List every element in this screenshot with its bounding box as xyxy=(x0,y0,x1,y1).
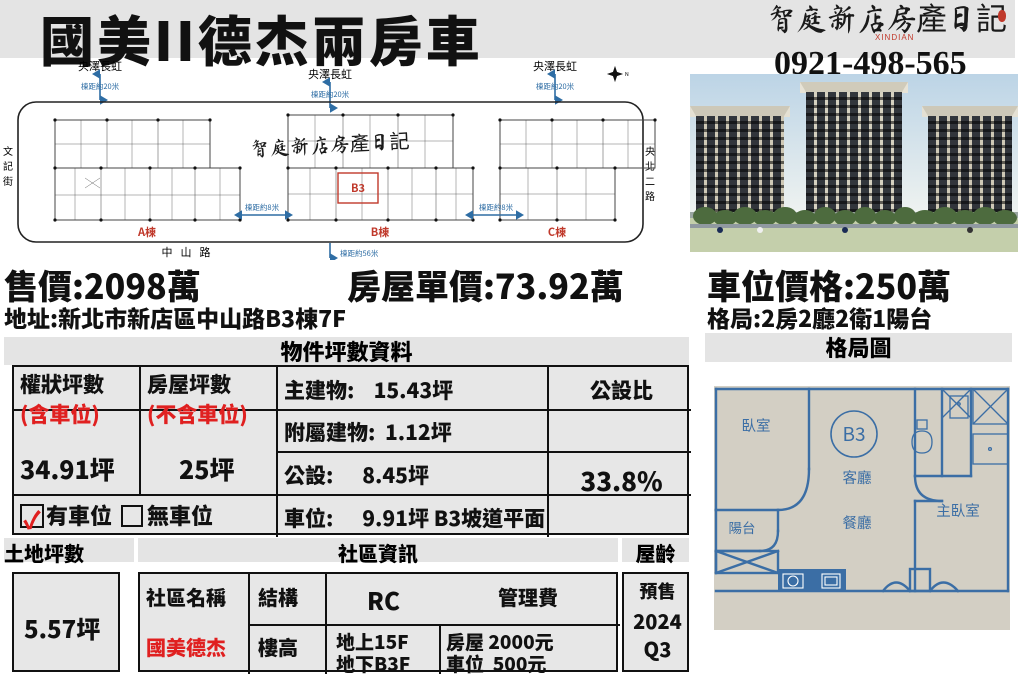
svg-text:央: 央 xyxy=(645,143,655,158)
svg-text:路: 路 xyxy=(645,188,655,203)
svg-text:央澤長虹: 央澤長虹 xyxy=(533,60,577,74)
svg-text:棟距約8米: 棟距約8米 xyxy=(479,202,514,213)
svg-text:B3: B3 xyxy=(351,180,365,196)
svg-text:N: N xyxy=(625,70,629,78)
svg-text:B3: B3 xyxy=(842,420,865,447)
svg-text:棟距約20米: 棟距約20米 xyxy=(81,81,120,92)
svg-text:棟距約20米: 棟距約20米 xyxy=(536,81,575,92)
svg-text:中山路: 中山路 xyxy=(162,244,219,260)
svg-text:棟距約20米: 棟距約20米 xyxy=(311,89,350,100)
svg-text:二: 二 xyxy=(645,173,655,188)
svg-text:臥室: 臥室 xyxy=(742,415,771,436)
svg-text:B棟: B棟 xyxy=(371,224,390,240)
svg-text:文: 文 xyxy=(3,143,13,158)
svg-text:主臥室: 主臥室 xyxy=(936,500,980,521)
svg-text:街: 街 xyxy=(3,173,13,188)
svg-text:北: 北 xyxy=(645,158,655,173)
svg-text:央澤長虹: 央澤長虹 xyxy=(78,60,122,74)
svg-text:陽台: 陽台 xyxy=(729,517,756,537)
svg-text:客廳: 客廳 xyxy=(843,467,872,488)
svg-text:棟距約56米: 棟距約56米 xyxy=(340,248,379,259)
svg-text:央澤長虹: 央澤長虹 xyxy=(308,66,352,82)
svg-text:C棟: C棟 xyxy=(548,224,566,240)
svg-text:餐廳: 餐廳 xyxy=(843,512,872,533)
svg-text:記: 記 xyxy=(3,158,13,173)
svg-text:A棟: A棟 xyxy=(137,224,156,240)
svg-text:智庭新店房產日記: 智庭新店房產日記 xyxy=(249,130,410,159)
svg-text:棟距約8米: 棟距約8米 xyxy=(245,202,280,213)
